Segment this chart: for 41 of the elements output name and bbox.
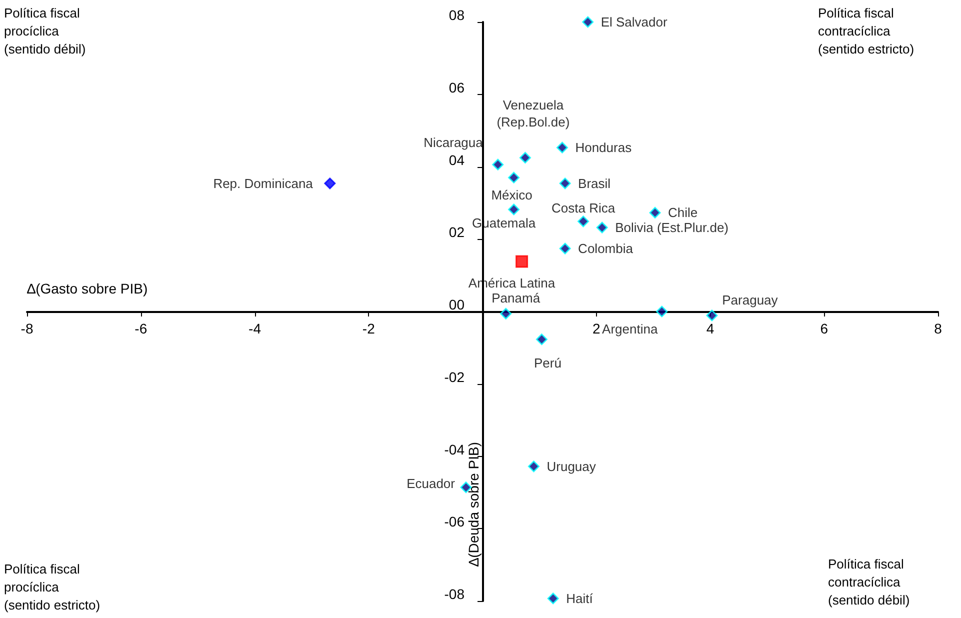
annotation: México [491,188,532,203]
y-tick-label: -08 [444,586,465,602]
y-tick-label: 00 [448,296,465,312]
annotation: Paraguay [722,292,778,308]
y-tick-label: -02 [444,368,465,385]
annotation: Honduras [575,140,632,156]
y-tick-label: 04 [448,152,465,168]
y-axis-title: ∆(Deuda sobre PIB) [466,442,482,566]
x-tick-label: 8 [934,320,942,336]
annotation: Bolivia (Est.Plur.de) [615,220,729,236]
annotation: Política fiscal contracíclica (sentido débil) [828,556,910,608]
annotation: Colombia [578,241,634,256]
x-tick-label: 6 [820,320,828,336]
annotation: Política fiscal procíclica (sentido estricto) [4,562,100,612]
annotation: Panamá [492,290,541,306]
annotation: Nicaragua [424,135,484,150]
x-tick-label: 2 [592,320,600,336]
y-tick-label: -06 [444,514,465,530]
x-tick-label: -4 [248,320,262,336]
x-tick-label: -2 [362,320,376,336]
annotation: El Salvador [600,14,668,30]
x-axis-title: ∆(Gasto sobre PIB) [27,280,148,296]
y-tick-label: -04 [444,441,465,458]
annotation: Política fiscal procíclica (sentido débil) [4,6,86,56]
annotation: Costa Rica [551,200,616,216]
annotation: Chile [668,205,698,220]
annotation: Argentina [602,322,658,336]
x-tick-label: -6 [134,320,148,336]
annotation: Brasil [578,176,611,191]
annotation: Haití [566,590,594,606]
y-tick-label: 06 [448,79,465,96]
annotation: Rep. Dominicana [213,176,314,191]
annotation: Perú [534,355,562,370]
annotation: Política fiscal contracíclica (sentido estricto) [818,6,914,56]
annotation: Venezuela (Rep.Bol.de) [496,98,570,130]
annotation: Uruguay [546,458,596,474]
annotation: Ecuador [406,476,456,491]
y-tick-label: 02 [448,224,465,240]
y-tick-label: 08 [448,7,465,23]
x-tick-label: 4 [706,320,714,336]
x-tick-label: -8 [20,320,34,336]
